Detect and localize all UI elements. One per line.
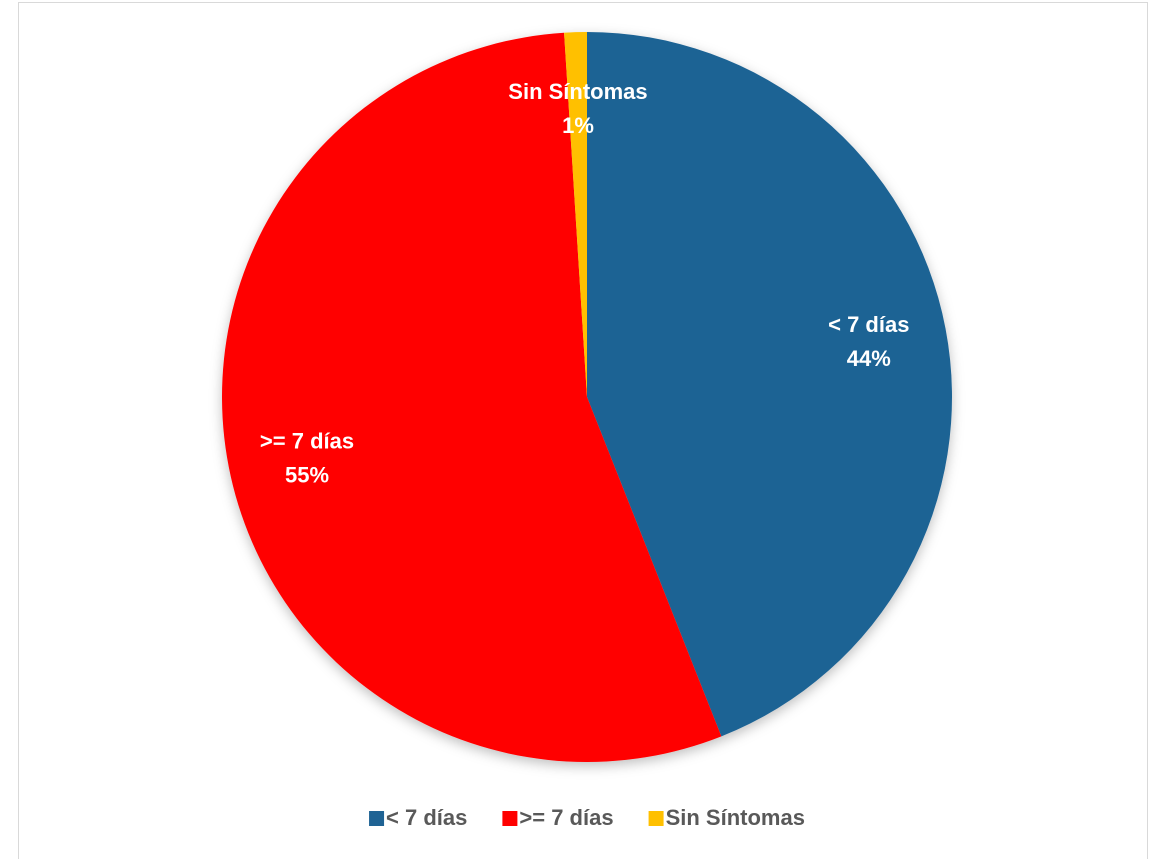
slice-label-value: 44%	[847, 346, 891, 371]
pie-slice	[564, 32, 587, 397]
legend-swatch	[502, 811, 518, 826]
legend-label: >= 7 días	[519, 805, 613, 830]
legend-label: < 7 días	[386, 805, 467, 830]
pie-slice	[587, 32, 953, 737]
pie	[221, 32, 953, 763]
data-labels: < 7 días 44% >= 7 días 55% Sin Síntomas 1%	[260, 79, 910, 487]
slice-label-name: >= 7 días	[260, 428, 354, 453]
legend-swatch	[648, 811, 664, 826]
legend-label: Sin Síntomas	[666, 805, 805, 830]
slice-label-name: < 7 días	[828, 312, 909, 337]
legend: < 7 días >= 7 días Sin Síntomas	[369, 805, 805, 830]
pie-slice	[221, 32, 722, 763]
slice-label-name: Sin Síntomas	[508, 79, 647, 104]
legend-swatch	[369, 811, 385, 826]
slice-label-value: 55%	[285, 462, 329, 487]
slice-label-value: 1%	[562, 113, 594, 138]
